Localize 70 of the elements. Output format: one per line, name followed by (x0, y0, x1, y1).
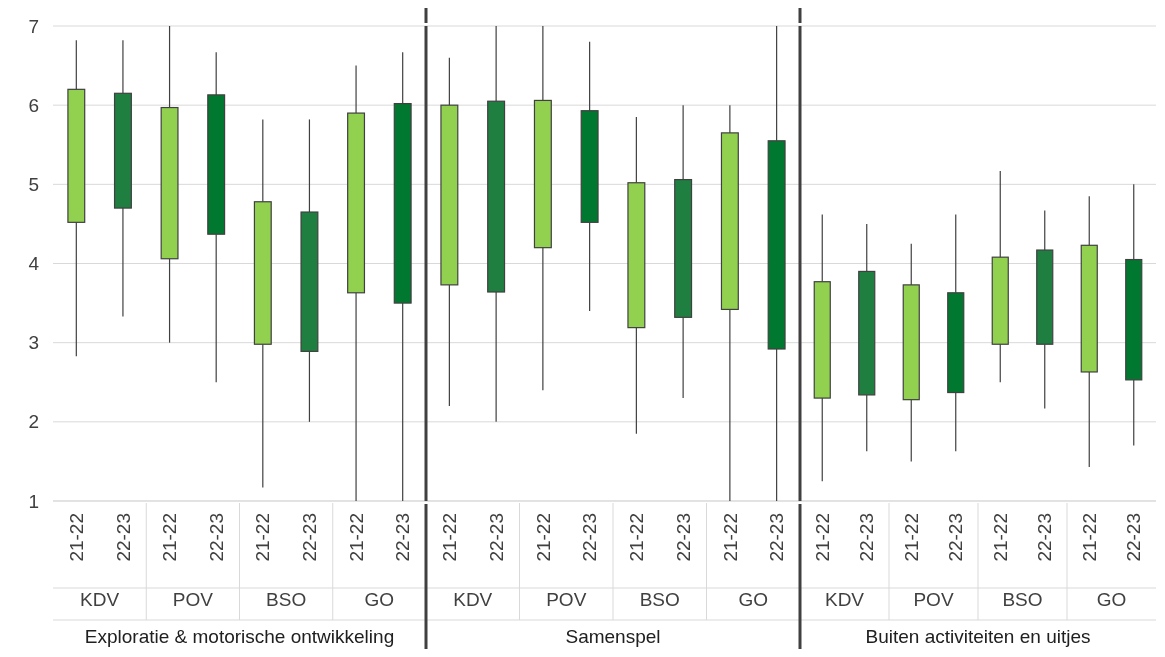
x-tick-label: 21-22 (439, 513, 461, 562)
x-axis-title: Buiten activiteiten en uitjes (865, 625, 1091, 647)
candlestick (767, 25, 786, 502)
x-tick-label: 22-23 (112, 513, 134, 562)
candlestick (67, 39, 86, 357)
text: BSO (266, 589, 307, 610)
candlestick (1080, 195, 1098, 468)
candlestick (533, 25, 552, 391)
x-tick-label: 22-23 (1034, 513, 1056, 562)
text: KDV (824, 589, 865, 610)
y-tick-label: 2 (28, 411, 39, 433)
x-tick-label: 21-22 (719, 513, 741, 562)
candlestick (947, 213, 965, 452)
y-tick-label: 4 (28, 253, 40, 275)
text: KDV (80, 589, 120, 610)
x-tick-label: 21-22 (811, 513, 833, 562)
candlestick (253, 118, 272, 489)
x-tick-label: 22-23 (392, 513, 414, 562)
candlestick (858, 223, 876, 452)
x-tick-label: 22-23 (579, 513, 601, 562)
x-tick-label: 21-22 (159, 513, 181, 562)
candlestick (487, 25, 506, 423)
x-tick-label: 21-22 (252, 513, 274, 562)
x-tick-label: 22-23 (672, 513, 694, 562)
x-tick-label: 22-23 (766, 513, 788, 562)
x-axis-title: Samenspel (565, 625, 661, 647)
x-tick-label: 22-23 (856, 513, 878, 562)
x-tick-label: 21-22 (65, 513, 87, 562)
text: POV (913, 589, 954, 610)
candlestick (207, 51, 226, 383)
text: BSO (639, 589, 680, 610)
candlestick (300, 118, 319, 423)
x-tick-label: 22-23 (299, 513, 321, 562)
text: BSO (1002, 589, 1043, 610)
text: POV (546, 589, 587, 610)
x-tick-label: 21-22 (989, 513, 1011, 562)
candlestick (902, 243, 920, 463)
candlestick (627, 116, 646, 435)
x-tick-label: 21-22 (1078, 513, 1100, 562)
text: KDV (453, 589, 493, 610)
candlestick (674, 104, 693, 399)
x-axis-title: Exploratie & motorische ontwikkeling (84, 625, 395, 647)
x-tick-label: 21-22 (626, 513, 648, 562)
candlestick (991, 170, 1009, 383)
candlestick (1125, 183, 1143, 447)
y-tick-label: 1 (28, 490, 39, 512)
x-tick-label: 21-22 (900, 513, 922, 562)
candlestick (113, 39, 132, 318)
candlestick (440, 57, 459, 407)
candlestick (580, 41, 599, 312)
x-tick-label: 21-22 (345, 513, 367, 562)
candlestick (393, 51, 412, 502)
x-tick-label: 22-23 (945, 513, 967, 562)
text: POV (172, 589, 214, 610)
x-tick-label: 21-22 (532, 513, 554, 562)
text: GO (738, 589, 769, 610)
text: GO (1096, 589, 1127, 610)
y-tick-label: 3 (28, 332, 39, 354)
candlestick (720, 104, 739, 502)
x-tick-label: 22-23 (485, 513, 507, 562)
x-tick-label: 22-23 (1123, 513, 1145, 562)
candlestick (813, 213, 831, 482)
candlestick (160, 25, 179, 344)
candlestick (1036, 209, 1054, 409)
candlestick (347, 64, 366, 502)
y-tick-label: 6 (28, 94, 39, 116)
y-tick-label: 5 (28, 173, 39, 195)
y-tick-label: 7 (28, 15, 39, 37)
x-tick-label: 22-23 (205, 513, 227, 562)
text: GO (364, 589, 395, 610)
